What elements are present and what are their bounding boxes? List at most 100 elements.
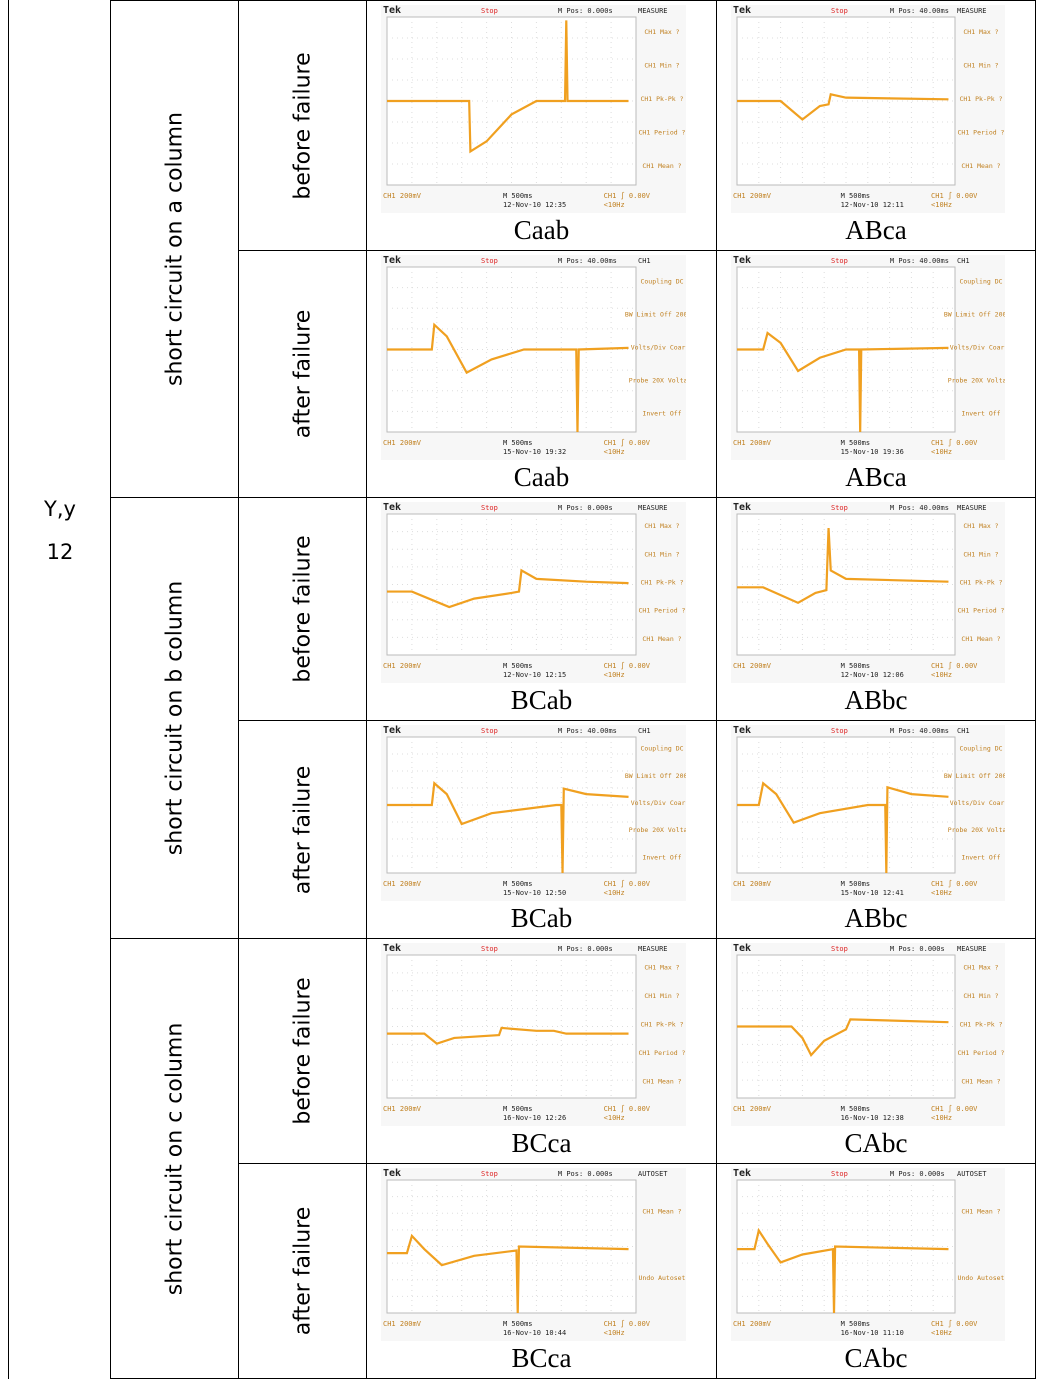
menu-text: CH1 Period ?: [958, 607, 1005, 615]
header-text: Stop: [831, 1170, 848, 1178]
grid-area: [387, 1180, 636, 1313]
menu-text: Invert Off: [642, 853, 681, 861]
footer-text: CH1 200mV: [733, 192, 772, 200]
menu-text: Invert Off: [642, 410, 681, 418]
left-label: Y,y: [10, 497, 110, 521]
caption: ABca: [717, 462, 1035, 493]
header-text: CH1: [638, 727, 651, 735]
group-label: short circuit on a column: [162, 112, 187, 386]
footer-text: CH1 200mV: [733, 662, 772, 670]
left-column: [8, 0, 111, 1379]
header-text: M Pos: 0.000s: [890, 945, 945, 953]
footer-text: CH1 ∫ 0.00V: [604, 191, 651, 200]
footer-text: CH1 200mV: [733, 880, 772, 888]
header-text: Tek: [383, 1168, 401, 1179]
condition-label: before failure: [290, 52, 315, 199]
header-text: Tek: [383, 943, 401, 954]
header-text: Stop: [481, 727, 498, 735]
menu-text: CH1 Max ?: [963, 522, 998, 530]
footer-text: CH1 200mV: [383, 1105, 422, 1113]
header-text: M Pos: 0.000s: [558, 1170, 613, 1178]
footer-text: 12-Nov-10 12:06: [841, 671, 904, 679]
footer-text: CH1 ∫ 0.00V: [931, 438, 978, 447]
condition-cell: before failure: [238, 0, 367, 251]
footer-text: <10Hz: [604, 1114, 625, 1122]
condition-label: after failure: [290, 765, 315, 894]
footer-text: CH1 ∫ 0.00V: [931, 191, 978, 200]
menu-text: Invert Off: [961, 853, 1000, 861]
image-cell: TekStopM Pos: 0.000sAUTOSETCH1 Mean ?Und…: [366, 1163, 717, 1379]
header-text: M Pos: 40.00ms: [890, 257, 949, 265]
header-text: Stop: [481, 7, 498, 15]
oscilloscope-screen: TekStopM Pos: 40.00msCH1Coupling DCBW Li…: [381, 725, 686, 901]
menu-text: Volts/Div Coarse: [950, 344, 1005, 352]
footer-text: CH1 200mV: [733, 1105, 772, 1113]
caption: BCca: [367, 1128, 716, 1159]
footer-text: 16-Nov-10 12:38: [841, 1114, 904, 1122]
header-text: Tek: [383, 5, 401, 16]
header-text: Tek: [733, 725, 751, 736]
caption: BCab: [367, 903, 716, 934]
header-text: MEASURE: [957, 945, 987, 953]
group-cell: short circuit on c column: [110, 938, 239, 1379]
condition-cell: after failure: [238, 250, 367, 498]
menu-text: CH1 Pk-Pk ?: [640, 95, 683, 103]
header-text: M Pos: 40.00ms: [558, 727, 617, 735]
menu-text: CH1 Mean ?: [642, 1207, 681, 1215]
header-text: Tek: [383, 255, 401, 266]
caption: ABca: [717, 215, 1035, 246]
group-cell: short circuit on a column: [110, 0, 239, 498]
menu-text: CH1 Pk-Pk ?: [959, 579, 1002, 587]
menu-text: CH1 Period ?: [958, 1049, 1005, 1057]
footer-text: <10Hz: [931, 448, 952, 456]
footer-text: 12-Nov-10 12:35: [503, 201, 566, 209]
footer-text: CH1 ∫ 0.00V: [931, 1319, 978, 1328]
menu-text: CH1 Mean ?: [961, 635, 1000, 643]
oscilloscope-screen: TekStopM Pos: 0.000sAUTOSETCH1 Mean ?Und…: [381, 1168, 686, 1341]
footer-text: M 500ms: [503, 439, 533, 447]
condition-cell: before failure: [238, 497, 367, 721]
header-text: Stop: [481, 504, 498, 512]
menu-text: CH1 Min ?: [644, 550, 679, 558]
caption: CAbc: [717, 1128, 1035, 1159]
menu-text: Coupling DC: [959, 745, 1002, 753]
menu-text: CH1 Max ?: [644, 522, 679, 530]
group-cell: short circuit on b column: [110, 497, 239, 939]
footer-text: CH1 ∫ 0.00V: [931, 879, 978, 888]
menu-text: CH1 Mean ?: [642, 162, 681, 170]
footer-text: M 500ms: [503, 1320, 533, 1328]
condition-cell: after failure: [238, 720, 367, 939]
grid-area: [387, 955, 636, 1098]
footer-text: 12-Nov-10 12:11: [841, 201, 904, 209]
header-text: M Pos: 40.00ms: [890, 727, 949, 735]
menu-text: BW Limit Off 200MHz: [944, 311, 1005, 319]
footer-text: CH1 200mV: [383, 192, 422, 200]
footer-text: M 500ms: [841, 1105, 871, 1113]
footer-text: M 500ms: [841, 880, 871, 888]
left-label: 12: [10, 540, 110, 564]
footer-text: 15-Nov-10 19:32: [503, 448, 566, 456]
footer-text: 12-Nov-10 12:15: [503, 671, 566, 679]
header-text: Stop: [831, 257, 848, 265]
footer-text: <10Hz: [604, 201, 625, 209]
footer-text: 15-Nov-10 12:41: [841, 889, 904, 897]
caption: BCca: [367, 1343, 716, 1374]
menu-text: Probe 20X Voltage: [629, 377, 686, 385]
oscilloscope-screen: TekStopM Pos: 40.00msCH1Coupling DCBW Li…: [731, 725, 1005, 901]
footer-text: 15-Nov-10 19:36: [841, 448, 904, 456]
header-text: CH1: [957, 727, 970, 735]
footer-text: CH1 200mV: [383, 662, 422, 670]
menu-text: Undo Autoset: [639, 1274, 686, 1282]
oscilloscope-screen: TekStopM Pos: 40.00msCH1Coupling DCBW Li…: [731, 255, 1005, 460]
footer-text: CH1 200mV: [383, 1320, 422, 1328]
header-text: Stop: [831, 504, 848, 512]
group-label: short circuit on b column: [162, 581, 187, 855]
menu-text: CH1 Period ?: [639, 129, 686, 137]
oscilloscope-screen: TekStopM Pos: 40.00msMEASURECH1 Max ?CH1…: [731, 5, 1005, 213]
footer-text: CH1 ∫ 0.00V: [604, 1319, 651, 1328]
header-text: MEASURE: [638, 504, 668, 512]
